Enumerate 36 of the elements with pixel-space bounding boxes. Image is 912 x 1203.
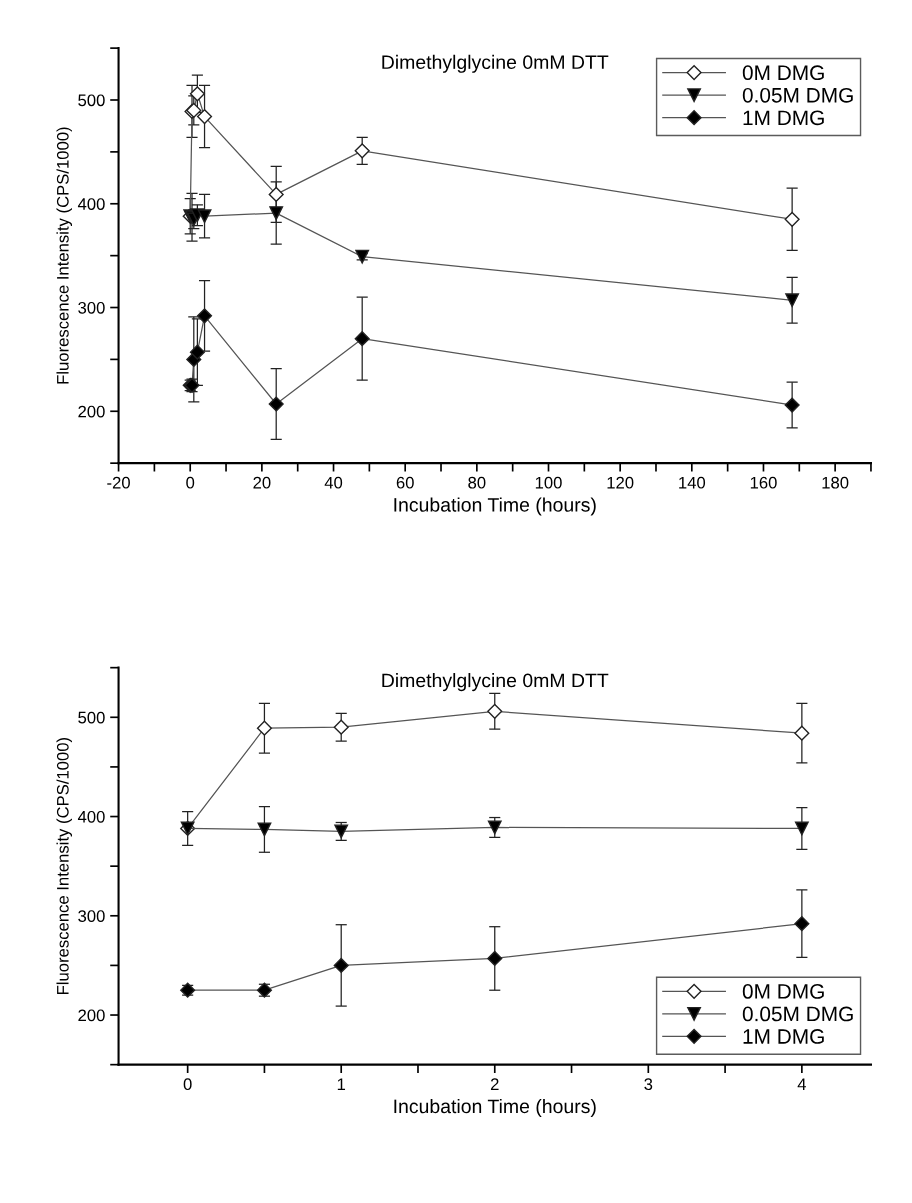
y-tick-label: 300 [78, 301, 105, 314]
y-tick-label: 400 [77, 198, 105, 210]
x-axis-title: Incubation Time (hours) [394, 497, 596, 516]
y-tick-label: 500 [78, 94, 105, 107]
y-tick-label: 400 [77, 810, 105, 823]
x-tick-label: 100 [535, 476, 562, 489]
legend-label: 1M DMG [743, 1029, 824, 1044]
y-axis-title: Fluorescence Intensity (CPS/1000) [56, 737, 73, 995]
y-tick-label: 200 [78, 1009, 105, 1022]
y-tick-label: 300 [78, 910, 105, 922]
x-tick-label: 180 [822, 476, 849, 489]
x-tick-label: 0 [183, 1078, 192, 1091]
legend-label: 1M DMG [743, 110, 824, 126]
y-tick-label: 200 [78, 405, 105, 418]
x-tick-label: 80 [468, 476, 486, 489]
x-tick-label: -20 [107, 476, 130, 489]
chart-title: Dimethylglycine 0mM DTT [382, 673, 609, 692]
legend-label: 0.05M DMG [742, 1006, 853, 1022]
y-axis-title: Fluorescence Intensity (CPS/1000) [56, 127, 73, 384]
legend-label: 0.05M DMG [742, 87, 853, 103]
x-tick-label: 160 [750, 476, 777, 489]
x-tick-label: 40 [324, 476, 343, 489]
legend-label: 0M DMG [742, 984, 824, 999]
legend-label: 0M DMG [742, 65, 824, 81]
x-axis-title: Incubation Time (hours) [394, 1098, 596, 1118]
x-tick-label: 20 [253, 476, 271, 489]
y-tick-label: 500 [78, 711, 105, 724]
chart-title: Dimethylglycine 0mM DTT [382, 54, 609, 73]
x-tick-label: 140 [679, 476, 706, 489]
x-tick-label: 3 [644, 1078, 653, 1091]
x-tick-label: 4 [797, 1078, 807, 1090]
x-tick-label: 120 [607, 476, 634, 489]
x-tick-label: 60 [396, 476, 414, 489]
x-tick-label: 2 [490, 1078, 499, 1090]
x-tick-label: 1 [337, 1078, 346, 1090]
x-tick-label: 0 [186, 476, 195, 489]
